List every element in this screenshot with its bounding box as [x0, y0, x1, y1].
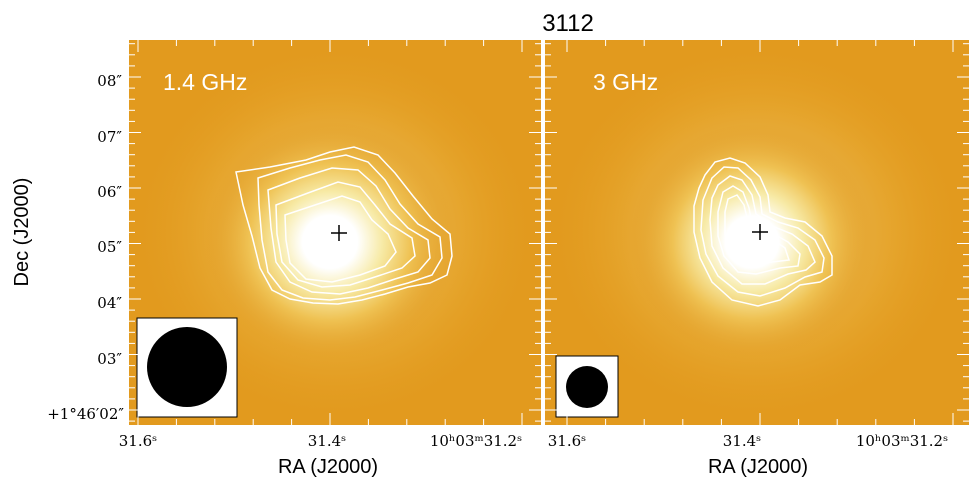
- x-tick-labels-panel-1: 31.6ˢ 31.4ˢ 10ʰ03ᵐ31.2ˢ: [119, 432, 522, 450]
- panel-2-beam-box: [555, 355, 619, 418]
- panel-2-beam: [566, 366, 608, 408]
- x-tick-label: 31.6ˢ: [119, 432, 157, 450]
- x-axis-label-panel-1: RA (J2000): [278, 456, 378, 478]
- x-axis-label-panel-2: RA (J2000): [708, 456, 808, 478]
- x-tick-label: 10ʰ03ᵐ31.2ˢ: [856, 432, 948, 450]
- panel-2-contours: [693, 157, 833, 307]
- x-tick-label: 31.6ˢ: [548, 432, 586, 450]
- contour-4: [717, 185, 801, 275]
- x-tick-labels-panel-2: 31.6ˢ 31.4ˢ 10ʰ03ᵐ31.2ˢ: [548, 432, 948, 450]
- y-tick-label: +1°46′02″: [47, 405, 124, 423]
- panel-1-center-marker: [331, 225, 347, 241]
- panel-1: 1.4 GHz: [129, 40, 541, 425]
- panel-1-beam: [147, 327, 227, 407]
- contour-1: [235, 146, 453, 305]
- contour-3: [267, 167, 431, 295]
- panel-1-beam-box: [136, 317, 238, 418]
- y-tick-label: 03″: [97, 350, 122, 368]
- y-tick-label: 07″: [97, 128, 122, 146]
- contour-5: [724, 194, 791, 267]
- x-tick-label: 31.4ˢ: [308, 432, 346, 450]
- figure-title: 3112: [542, 10, 594, 37]
- panel-2: 3 GHz: [545, 40, 969, 425]
- panel-2-source-glow: [630, 124, 874, 360]
- contour-1: [693, 157, 833, 307]
- y-tick-labels: 08″ 07″ 06″ 05″ 04″ 03″ +1°46′02″: [47, 72, 124, 423]
- y-tick-label: 08″: [97, 72, 122, 90]
- panel-2-ticks: [545, 40, 969, 425]
- panel-1-label: 1.4 GHz: [163, 69, 247, 95]
- x-tick-label: 31.4ˢ: [723, 432, 761, 450]
- y-axis-label: Dec (J2000): [11, 178, 33, 287]
- y-tick-label: 06″: [97, 183, 122, 201]
- contour-2: [700, 166, 825, 297]
- contour-4: [275, 181, 416, 288]
- panel-1-contours: [235, 146, 453, 305]
- contour-5: [284, 195, 397, 283]
- x-tick-label: 10ʰ03ᵐ31.2ˢ: [430, 432, 522, 450]
- panel-1-ticks: [129, 40, 541, 425]
- contour-3: [709, 175, 816, 285]
- panel-1-source-glow: [205, 122, 455, 362]
- panel-2-label: 3 GHz: [593, 69, 658, 95]
- y-tick-label: 04″: [97, 294, 122, 312]
- y-tick-label: 05″: [97, 238, 122, 256]
- contour-2: [257, 154, 443, 301]
- panel-2-center-marker: [752, 224, 768, 240]
